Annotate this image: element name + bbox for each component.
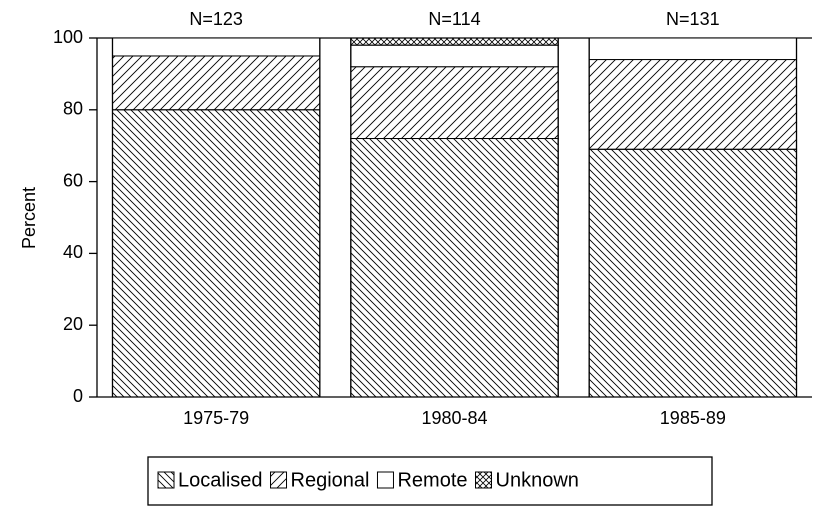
x-tick-label: 1985-89 <box>660 408 726 428</box>
bar-segment <box>588 37 798 61</box>
y-tick-label: 40 <box>63 242 83 262</box>
bar-segment <box>350 44 559 68</box>
y-tick-label: 100 <box>53 27 83 47</box>
x-tick-label: 1980-84 <box>421 408 487 428</box>
annotation: N=114 <box>428 9 480 29</box>
annotation: N=123 <box>189 9 243 29</box>
legend-swatch <box>270 471 288 489</box>
bar-segment <box>111 37 321 57</box>
bar-segment <box>111 55 321 111</box>
legend-label: Localised <box>178 469 263 491</box>
bar-segment <box>350 37 559 46</box>
legend-label: Remote <box>397 469 467 491</box>
y-tick-label: 60 <box>63 170 83 190</box>
legend-swatch <box>376 471 394 489</box>
bar-segment <box>588 148 798 398</box>
y-tick-label: 80 <box>63 99 83 119</box>
annotation: N=131 <box>666 9 720 29</box>
bar-segment <box>350 138 559 398</box>
legend-label: Unknown <box>496 469 579 491</box>
bar-segment <box>588 59 798 150</box>
y-tick-label: 20 <box>63 314 83 334</box>
legend-swatch <box>157 471 175 489</box>
bar-segment <box>111 109 321 398</box>
legend-box <box>147 456 713 506</box>
bar-segment <box>350 66 559 140</box>
legend-swatch <box>475 471 492 489</box>
legend-label: Regional <box>291 469 370 491</box>
y-axis-label: Percent <box>19 187 39 249</box>
y-tick-label: 0 <box>73 386 83 406</box>
x-tick-label: 1975-79 <box>183 408 249 428</box>
